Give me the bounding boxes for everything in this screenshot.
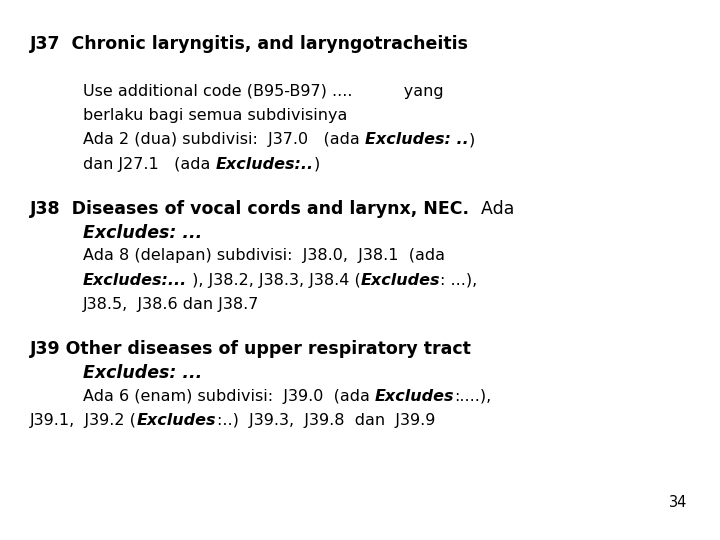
Text: Excludes: Excludes	[375, 389, 454, 404]
Text: Ada 8 (delapan) subdivisi:  J38.0,  J38.1  (ada: Ada 8 (delapan) subdivisi: J38.0, J38.1 …	[83, 248, 445, 264]
Text: Excludes:..: Excludes:..	[215, 157, 313, 172]
Text: berlaku bagi semua subdivisinya: berlaku bagi semua subdivisinya	[83, 108, 347, 123]
Text: Ada 2 (dua) subdivisi:  J37.0   (ada: Ada 2 (dua) subdivisi: J37.0 (ada	[83, 132, 364, 147]
Text: J39 Other diseases of upper respiratory tract: J39 Other diseases of upper respiratory …	[30, 340, 472, 358]
Text: ), J38.2, J38.3, J38.4 (: ), J38.2, J38.3, J38.4 (	[187, 273, 361, 288]
Text: Excludes: ...: Excludes: ...	[83, 224, 202, 242]
Text: ): )	[469, 132, 474, 147]
Text: :....),: :....),	[454, 389, 492, 404]
Text: J39.1,  J39.2 (: J39.1, J39.2 (	[30, 413, 137, 428]
Text: Use additional code (B95-B97) ....          yang: Use additional code (B95-B97) .... yang	[83, 84, 444, 99]
Text: 34: 34	[669, 495, 688, 510]
Text: J38.5,  J38.6 dan J38.7: J38.5, J38.6 dan J38.7	[83, 297, 259, 312]
Text: Ada 6 (enam) subdivisi:  J39.0  (ada: Ada 6 (enam) subdivisi: J39.0 (ada	[83, 389, 375, 404]
Text: Excludes: ..: Excludes: ..	[364, 132, 469, 147]
Text: dan J27.1   (ada: dan J27.1 (ada	[83, 157, 215, 172]
Text: ): )	[313, 157, 320, 172]
Text: Ada: Ada	[470, 200, 515, 218]
Text: :..)  J39.3,  J39.8  dan  J39.9: :..) J39.3, J39.8 dan J39.9	[217, 413, 435, 428]
Text: : ...),: : ...),	[441, 273, 477, 288]
Text: Excludes: ...: Excludes: ...	[83, 364, 202, 382]
Text: J38  Diseases of vocal cords and larynx, NEC.: J38 Diseases of vocal cords and larynx, …	[30, 200, 470, 218]
Text: J37  Chronic laryngitis, and laryngotracheitis: J37 Chronic laryngitis, and laryngotrach…	[30, 35, 469, 53]
Text: Excludes:...: Excludes:...	[83, 273, 187, 288]
Text: Excludes: Excludes	[361, 273, 441, 288]
Text: Excludes: Excludes	[137, 413, 217, 428]
